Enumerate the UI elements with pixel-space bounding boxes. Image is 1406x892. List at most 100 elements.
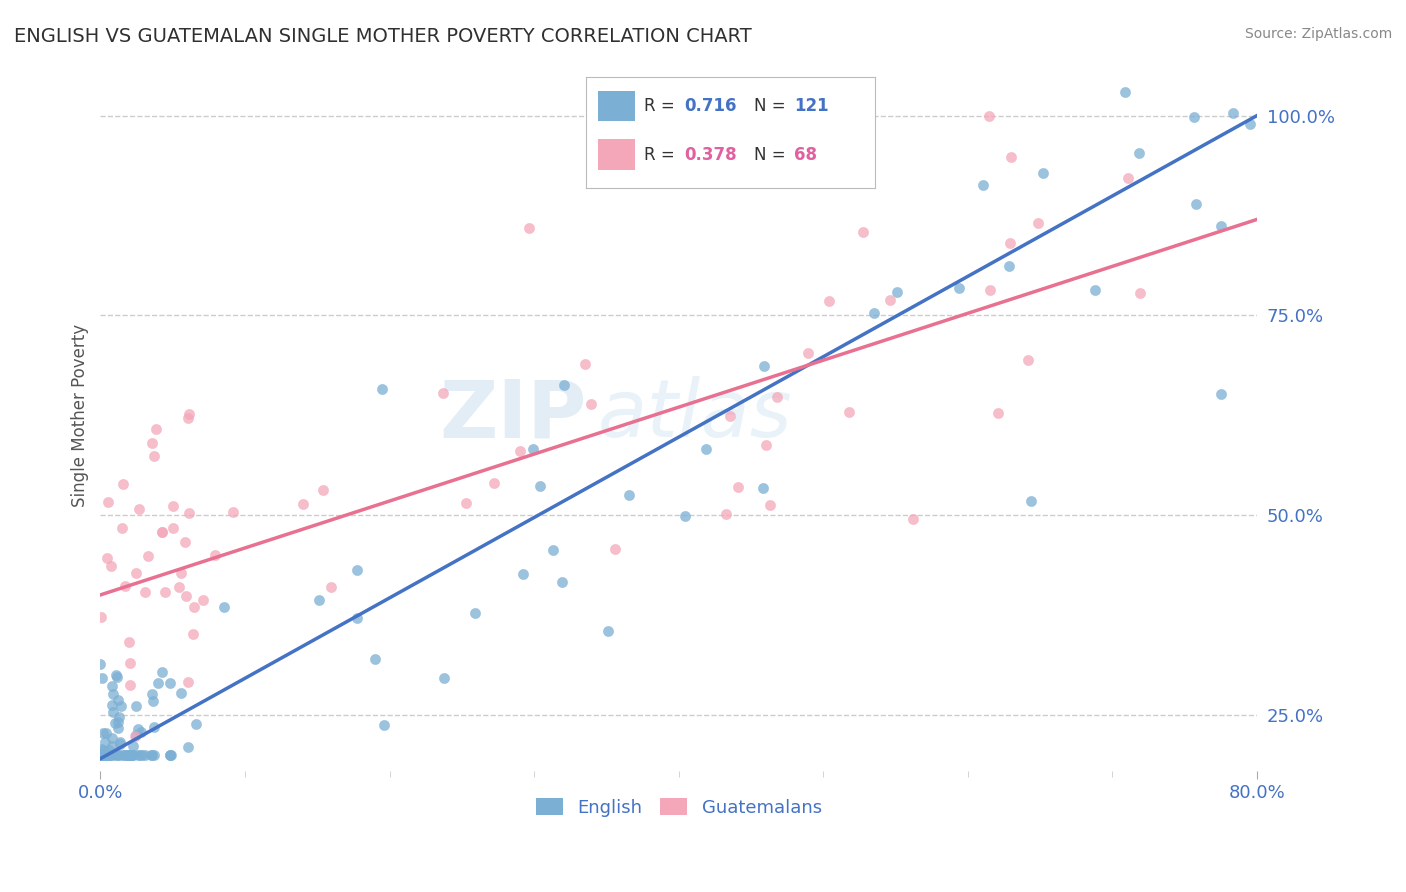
- Text: atlas: atlas: [598, 376, 793, 454]
- Point: [751, 481, 773, 495]
- Point: [720, 409, 742, 423]
- Point: [979, 283, 1001, 297]
- Point: [1182, 110, 1205, 124]
- Point: [759, 498, 782, 512]
- Point: [346, 611, 368, 625]
- Point: [98, 743, 121, 757]
- Point: [714, 508, 737, 522]
- Legend: English, Guatemalans: English, Guatemalans: [527, 789, 831, 826]
- Point: [110, 737, 132, 751]
- Point: [1000, 150, 1022, 164]
- Point: [141, 694, 163, 708]
- Point: [91, 743, 114, 757]
- Point: [118, 747, 141, 762]
- Y-axis label: Single Mother Poverty: Single Mother Poverty: [72, 324, 89, 507]
- Point: [90, 610, 112, 624]
- Point: [107, 693, 129, 707]
- Point: [101, 706, 124, 720]
- Point: [100, 731, 122, 745]
- Point: [312, 483, 335, 498]
- Point: [222, 505, 245, 519]
- Point: [100, 747, 122, 762]
- Point: [89, 747, 111, 762]
- Point: [115, 747, 138, 762]
- Point: [482, 476, 505, 491]
- Point: [96, 726, 118, 740]
- Point: [364, 652, 387, 666]
- Point: [1032, 166, 1054, 180]
- Point: [159, 675, 181, 690]
- Point: [128, 501, 150, 516]
- Point: [91, 671, 114, 685]
- Point: [1209, 386, 1232, 401]
- Point: [1026, 216, 1049, 230]
- Point: [1017, 353, 1039, 368]
- Point: [879, 293, 901, 308]
- Point: [553, 378, 575, 392]
- Point: [1239, 117, 1261, 131]
- Point: [115, 747, 138, 762]
- Point: [90, 747, 112, 762]
- Point: [125, 699, 148, 714]
- Point: [101, 747, 124, 762]
- Point: [517, 221, 540, 235]
- Point: [127, 722, 149, 736]
- Point: [159, 747, 181, 762]
- Point: [96, 747, 118, 762]
- Point: [91, 747, 114, 762]
- Point: [91, 725, 114, 739]
- Point: [107, 721, 129, 735]
- Point: [979, 109, 1001, 123]
- Point: [551, 574, 574, 589]
- Point: [129, 747, 152, 762]
- Point: [94, 747, 117, 762]
- Point: [155, 584, 177, 599]
- Point: [1114, 85, 1136, 99]
- Point: [308, 592, 330, 607]
- Point: [797, 345, 820, 359]
- Text: Source: ZipAtlas.com: Source: ZipAtlas.com: [1244, 27, 1392, 41]
- Point: [346, 563, 368, 577]
- Point: [1084, 283, 1107, 297]
- Point: [124, 729, 146, 743]
- Point: [131, 724, 153, 739]
- Point: [112, 747, 135, 762]
- Text: ENGLISH VS GUATEMALAN SINGLE MOTHER POVERTY CORRELATION CHART: ENGLISH VS GUATEMALAN SINGLE MOTHER POVE…: [14, 27, 752, 45]
- Point: [131, 747, 153, 762]
- Point: [541, 542, 564, 557]
- Point: [184, 717, 207, 731]
- Point: [150, 525, 173, 540]
- Point: [101, 679, 124, 693]
- Point: [117, 747, 139, 762]
- Point: [901, 512, 924, 526]
- Point: [150, 665, 173, 679]
- Point: [1000, 236, 1022, 251]
- Point: [136, 549, 159, 564]
- Point: [104, 747, 127, 762]
- Point: [174, 535, 197, 549]
- Point: [142, 449, 165, 463]
- Point: [108, 710, 131, 724]
- Point: [1211, 219, 1233, 233]
- Point: [118, 678, 141, 692]
- Point: [529, 478, 551, 492]
- Point: [181, 627, 204, 641]
- Point: [118, 656, 141, 670]
- Point: [191, 593, 214, 607]
- Point: [105, 671, 128, 685]
- Point: [603, 542, 626, 557]
- Point: [863, 305, 886, 319]
- Point: [162, 500, 184, 514]
- Point: [91, 746, 114, 760]
- Point: [162, 521, 184, 535]
- Point: [1128, 145, 1150, 160]
- Point: [987, 406, 1010, 420]
- Point: [90, 747, 112, 762]
- Point: [122, 739, 145, 753]
- Point: [170, 566, 193, 580]
- Point: [107, 747, 129, 762]
- Point: [94, 747, 117, 762]
- Point: [574, 357, 596, 371]
- Point: [90, 747, 112, 762]
- Point: [755, 438, 778, 452]
